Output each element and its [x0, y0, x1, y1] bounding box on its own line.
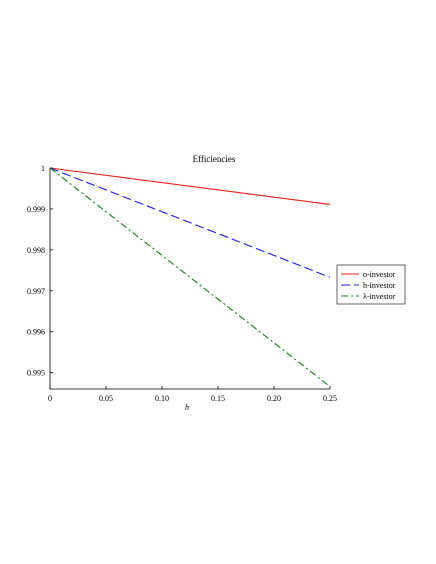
x-tick-label: 0.25	[323, 394, 337, 403]
legend-label-2: h-investor	[363, 281, 396, 290]
x-axis-label: h	[185, 403, 189, 412]
x-tick-label: 0.05	[99, 394, 113, 403]
y-ticks: 0.995 0.996 0.997 0.998 0.999 1	[27, 164, 53, 378]
legend-label-3: λ-investor	[363, 292, 396, 301]
x-tick-label: 0.20	[267, 394, 281, 403]
x-tick-label: 0.10	[155, 394, 169, 403]
y-tick-label: 1	[41, 164, 45, 173]
series-lines	[49, 167, 331, 387]
series-line-1	[49, 167, 331, 205]
y-tick-label: 0.996	[27, 328, 45, 337]
chart-title: Efficiencies	[193, 154, 236, 164]
series-line-2	[49, 167, 331, 278]
x-tick-label: 0.15	[211, 394, 225, 403]
x-ticks: 0 0.05 0.10 0.15 0.20 0.25	[48, 386, 337, 403]
series-line-3	[49, 167, 331, 387]
y-tick-label: 0.998	[27, 246, 45, 255]
y-tick-label: 0.997	[27, 287, 45, 296]
y-tick-label: 0.995	[27, 369, 45, 378]
legend-label-1: o-investor	[363, 270, 396, 279]
x-tick-label: 0	[48, 394, 52, 403]
legend: o-investor h-investor λ-investor	[336, 264, 406, 305]
y-tick-label: 0.999	[27, 205, 45, 214]
